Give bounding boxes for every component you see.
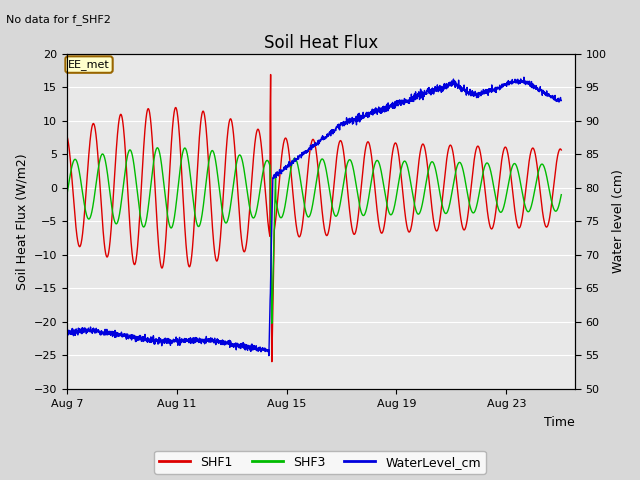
- Legend: SHF1, SHF3, WaterLevel_cm: SHF1, SHF3, WaterLevel_cm: [154, 451, 486, 474]
- Y-axis label: Soil Heat Flux (W/m2): Soil Heat Flux (W/m2): [15, 153, 28, 289]
- Title: Soil Heat Flux: Soil Heat Flux: [264, 34, 378, 52]
- Text: No data for f_SHF2: No data for f_SHF2: [6, 14, 111, 25]
- Text: Time: Time: [544, 416, 575, 429]
- Text: EE_met: EE_met: [68, 59, 110, 70]
- Y-axis label: Water level (cm): Water level (cm): [612, 169, 625, 273]
